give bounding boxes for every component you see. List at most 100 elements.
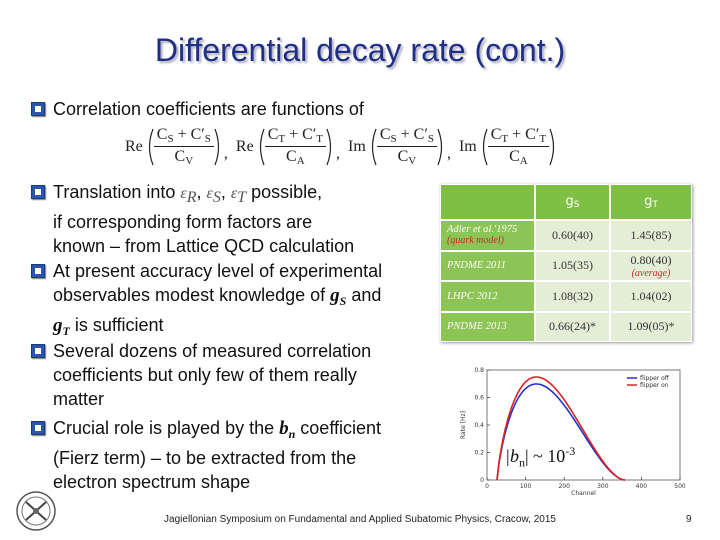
cell-text: 1.05(35) [552,258,593,273]
text: , [196,182,207,202]
table-cell: 0.60(40) [535,220,610,251]
table-cell: Adler et al.'1975 (quark model) [440,220,535,251]
text: observables modest knowledge of [53,285,331,305]
header-symbol: g [565,194,574,209]
denominator-part: V [408,155,417,167]
y-tick-label: 0.8 [474,367,484,374]
cell-text: (average) [631,267,671,279]
cell-text: PNDME 2011 [447,260,507,272]
fraction: CT + C′T CA [487,126,550,167]
text: Translation into [53,182,181,202]
denominator: CV [398,147,417,167]
denominator-part: A [296,155,305,167]
table-cell: 1.09(05)* [610,311,692,342]
x-tick-label: 300 [597,483,609,490]
numerator-part: C [379,126,391,143]
symbol: ε [180,185,187,202]
text: (Fierz term) – to be extracted from the [53,448,357,468]
text: At present accuracy level of experimenta… [53,261,383,281]
table-cell: 0.66(24)* [535,311,610,342]
denominator: CV [175,147,194,167]
x-tick-label: 400 [636,483,648,490]
fraction: CS + C′S CV [376,126,437,167]
text: is sufficient [69,315,164,335]
text: , [220,182,231,202]
denominator-part: C [397,148,409,165]
symbol-sub: R [186,189,197,206]
cell-text: 1.45(85) [630,227,672,242]
numerator-part: C′ [525,126,540,143]
numerator-part: C [156,126,168,143]
fraction: CS + C′S CV [153,126,214,167]
parenthesis [148,128,154,165]
bullet-marker [31,102,45,116]
page-number: 9 [686,514,692,525]
x-axis-label: Channel [571,490,596,495]
text: |b [505,446,519,466]
numerator: CS + C′S [376,126,437,147]
cell-text: 0.60(40) [552,227,593,242]
header-text: gT [644,194,658,210]
cell-text: Adler et al.'1975 [447,224,518,236]
text: and [346,285,382,305]
numerator-part: + [396,126,414,143]
numerator-part: S [390,133,397,145]
table-cell: 1.05(35) [535,250,610,281]
cell-text: 1.09(05)* [627,319,675,334]
numerator-part: S [204,133,211,145]
text: matter [53,389,105,409]
numerator: CT + C′T [264,126,327,147]
lattice-table: gS gT Adler et al.'1975 (quark model) 0.60(4… [440,184,692,342]
table-header-cell: gT [610,184,692,220]
annotation: |bn| ~ 10-3 [505,444,575,471]
header-sub: S [573,200,580,210]
header-symbol: g [644,194,653,209]
x-tick-label: 500 [674,483,686,490]
symbol-sub: T [237,189,247,206]
logo [16,491,56,531]
cell-text: 0.66(24)* [549,319,596,334]
symbol: ε [230,185,238,202]
header-sub: T [652,200,658,210]
text: Crucial role is played by the [53,418,280,438]
table-cell: 1.04(02) [610,281,692,312]
numerator-part: T [539,133,547,145]
cell-text: 0.80(40) [630,252,672,267]
numerator-part: + [285,126,303,143]
table-cell: PNDME 2011 [440,250,535,281]
bullet-marker [31,185,45,199]
x-tick-label: 200 [558,483,570,490]
table-cell: 1.08(32) [535,281,610,312]
bullet-marker [31,344,45,358]
bullet: Correlation coefficients are functions o… [31,97,364,121]
bullet-marker [31,421,45,435]
parenthesis [549,128,555,165]
text: -3 [565,444,576,458]
bullet-marker [31,264,45,278]
plot-frame [486,369,681,481]
numerator-part: C′ [302,126,317,143]
symbol-sub: S [212,189,221,206]
parenthesis [437,128,443,165]
denominator-part: C [174,148,186,165]
separator: , [446,144,451,162]
header-text: gS [566,194,580,210]
text: coefficients but only few of them really [53,365,357,385]
denominator-part: C [286,148,297,165]
text: electron spectrum shape [53,472,251,492]
numerator: CT + C′T [487,126,550,147]
y-tick-label: 0.4 [474,422,484,429]
table-cell: PNDME 2013 [440,311,535,342]
y-axis-label: Rate [Hz] [460,411,467,439]
symbol-sub: T [62,324,70,338]
separator: , [223,144,228,162]
symbol: ε [206,185,213,202]
formula-term: Im CS + C′S CV, [348,126,459,167]
cell-text: 1.04(02) [630,288,672,303]
operator: Im [348,137,366,155]
symbol-sub: n [288,427,296,441]
legend-label: flipper off [640,375,670,382]
numerator-part: S [427,133,434,145]
formula-term: Im CT + C′T CA [459,126,557,167]
formula: Re CS + C′S CV, Re CT + C′T CA, Im CS + C′S CV, I… [125,126,557,167]
